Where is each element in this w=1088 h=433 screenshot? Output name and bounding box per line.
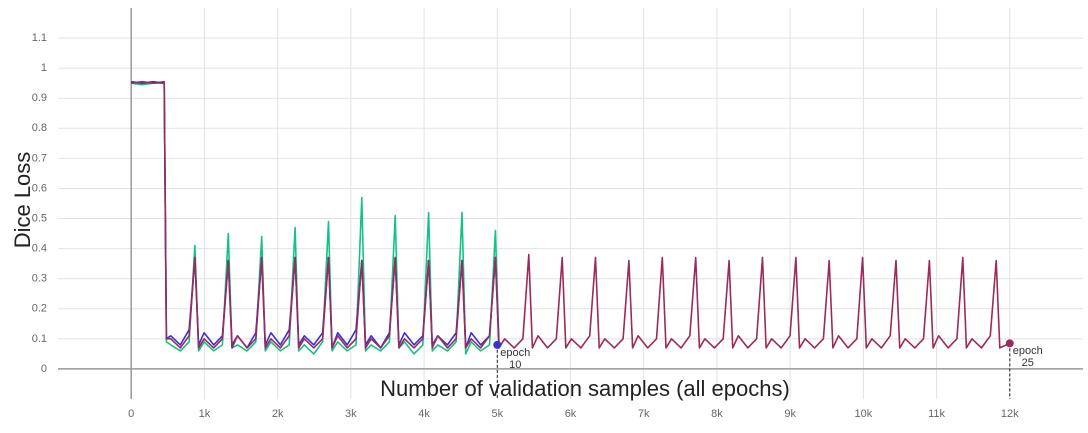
series-line <box>131 80 1011 349</box>
x-tick-label: 0 <box>128 408 134 420</box>
y-axis-title: Dice Loss <box>10 152 35 249</box>
x-tick-label: 5k <box>491 408 503 420</box>
annotation-dot <box>1005 339 1014 348</box>
series-line <box>131 80 500 349</box>
x-tick-label: 3k <box>345 408 357 420</box>
y-tick-label: 0.3 <box>32 273 47 285</box>
x-tick-label: 9k <box>784 408 796 420</box>
x-tick-label: 4k <box>418 408 430 420</box>
y-tick-label: 0.4 <box>32 243 47 255</box>
x-tick-label: 11k <box>928 408 945 420</box>
x-tick-label: 10k <box>854 408 872 420</box>
x-tick-label: 6k <box>565 408 577 420</box>
y-tick-label: 1.1 <box>32 32 47 44</box>
series-line <box>131 82 500 355</box>
x-tick-label: 1k <box>199 408 211 420</box>
annotation-label: epoch 25 <box>1012 345 1043 370</box>
y-tick-label: 0.9 <box>32 92 47 104</box>
annotation-dot <box>493 340 502 349</box>
y-tick-label: 1 <box>41 62 47 74</box>
y-tick-label: 0.7 <box>32 152 47 164</box>
y-tick-label: 0.8 <box>32 122 47 134</box>
x-tick-label: 12k <box>1001 408 1019 420</box>
x-tick-label: 7k <box>638 408 650 420</box>
y-tick-label: 0.2 <box>32 303 47 315</box>
annotation-label: epoch 10 <box>500 346 531 371</box>
y-tick-label: 0.6 <box>32 182 47 194</box>
x-tick-label: 2k <box>272 408 284 420</box>
x-axis-title: Number of validation samples (all epochs… <box>380 376 790 401</box>
y-tick-label: 0 <box>41 363 47 375</box>
x-tick-label: 8k <box>711 408 723 420</box>
y-tick-label: 0.1 <box>32 333 47 345</box>
y-tick-label: 0.5 <box>32 212 47 224</box>
